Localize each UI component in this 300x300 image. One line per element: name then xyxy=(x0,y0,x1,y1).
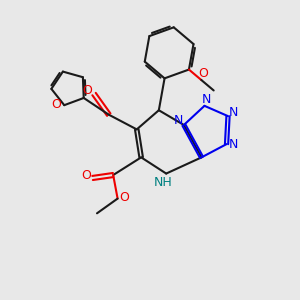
Text: N: N xyxy=(174,114,183,127)
Text: O: O xyxy=(119,190,129,204)
Text: O: O xyxy=(81,169,91,182)
Text: O: O xyxy=(198,67,208,80)
Text: O: O xyxy=(51,98,61,111)
Text: NH: NH xyxy=(153,176,172,190)
Text: N: N xyxy=(201,93,211,106)
Text: O: O xyxy=(82,84,92,97)
Text: N: N xyxy=(229,106,238,119)
Text: N: N xyxy=(228,138,238,151)
